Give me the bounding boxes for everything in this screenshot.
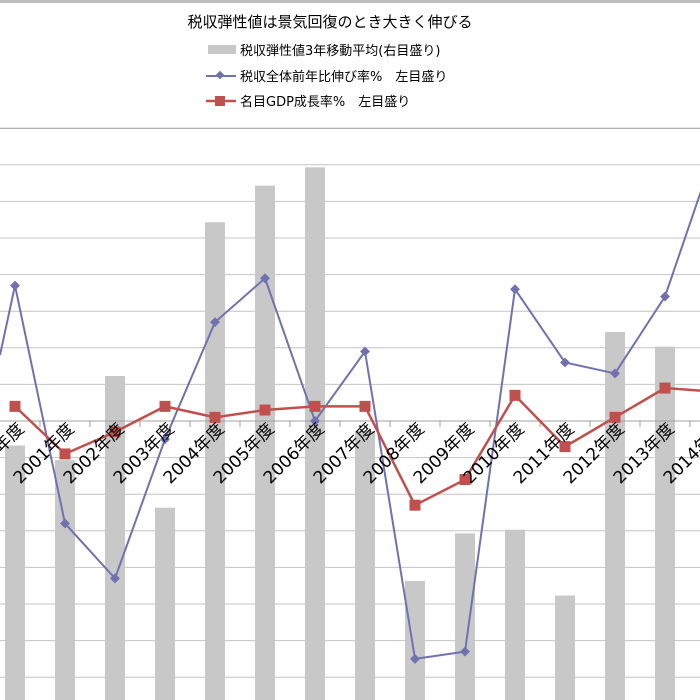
data-point-square [159, 400, 171, 412]
data-point-diamond [660, 291, 670, 302]
data-point-diamond [610, 368, 620, 379]
bar [505, 529, 525, 700]
legend-marker-gdp [215, 96, 225, 106]
legend-label-bar: 税収弾性値3年移動平均(右目盛り) [240, 43, 440, 59]
x-axis [0, 420, 700, 427]
bar [155, 507, 175, 700]
bar [105, 375, 125, 700]
legend: 税収弾性値3年移動平均(右目盛り) 税収全体前年比伸び率% 左目盛り 名目GDP… [206, 43, 447, 110]
legend-label-gdp: 名目GDP成長率% 左目盛り [240, 94, 410, 110]
data-point-square [59, 448, 71, 460]
data-point-diamond [360, 346, 370, 357]
data-point-diamond [410, 653, 420, 664]
bar [655, 346, 675, 700]
data-point-diamond [60, 518, 70, 529]
data-point-square [109, 426, 121, 438]
data-point-square [309, 400, 321, 412]
data-point-square [209, 411, 221, 423]
data-point-square [459, 474, 471, 486]
legend-marker-tax [215, 70, 225, 80]
data-point-square [259, 404, 271, 416]
data-point-diamond [460, 646, 470, 657]
bar [55, 460, 75, 700]
chart-title: 税収弾性値は景気回復のとき大きく伸びる [187, 13, 472, 31]
data-point-diamond [310, 416, 320, 426]
bar-series [5, 167, 675, 700]
data-point-square [359, 400, 371, 412]
bar [605, 332, 625, 700]
data-point-square [9, 400, 21, 412]
bar [255, 185, 275, 700]
data-point-square [509, 389, 521, 401]
data-point-diamond [110, 573, 120, 584]
data-point-diamond [210, 317, 220, 328]
bar [205, 222, 225, 700]
data-point-diamond [260, 273, 270, 284]
bar [405, 580, 425, 700]
data-point-square [559, 441, 571, 453]
legend-label-tax: 税収全体前年比伸び率% 左目盛り [240, 69, 447, 85]
data-point-diamond [10, 280, 20, 291]
data-point-diamond [560, 357, 570, 368]
data-point-diamond [510, 284, 520, 295]
bar [305, 167, 325, 700]
legend-swatch-bar [208, 45, 236, 54]
line-series [0, 190, 700, 664]
data-point-diamond [160, 434, 170, 445]
series-line [0, 190, 700, 661]
data-point-square [659, 382, 671, 394]
data-point-square [409, 499, 421, 511]
bar [455, 533, 475, 700]
bar [355, 430, 375, 700]
bar [555, 595, 575, 700]
top-border [0, 0, 700, 3]
data-point-square [609, 411, 621, 423]
bar [5, 445, 25, 700]
